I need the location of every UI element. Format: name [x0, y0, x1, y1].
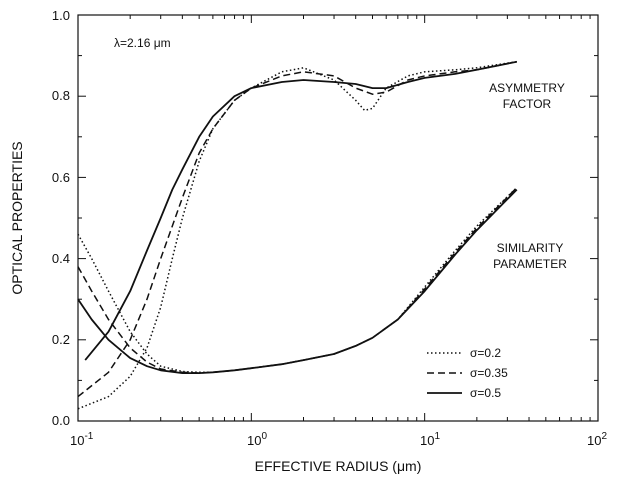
y-tick-label: 0.4	[52, 251, 70, 266]
y-tick-label: 1.0	[52, 8, 70, 23]
x-axis-title: EFFECTIVE RADIUS (μm)	[255, 458, 422, 474]
legend-label: σ=0.35	[470, 366, 508, 380]
x-tick-label: 102	[587, 431, 607, 448]
series-line-similarity-dashed	[77, 187, 518, 374]
asymmetry-label: ASYMMETRY	[489, 81, 565, 95]
x-tick-label: 101	[420, 431, 440, 448]
asymmetry-label: FACTOR	[503, 97, 552, 111]
similarity-label: PARAMETER	[493, 257, 567, 271]
axis-ticks	[77, 14, 599, 422]
y-tick-label: 0.0	[52, 413, 70, 428]
legend-label: σ=0.2	[470, 346, 501, 360]
series-line-similarity-solid	[77, 188, 518, 374]
legend-label: σ=0.5	[470, 386, 501, 400]
y-tick-label: 0.6	[52, 170, 70, 185]
series-line-asymmetry-dotted	[77, 60, 517, 410]
y-tick-label: 0.2	[52, 332, 70, 347]
x-tick-label: 100	[247, 431, 267, 448]
series-line-asymmetry-solid	[84, 60, 517, 361]
y-axis-title: OPTICAL PROPERTIES	[9, 141, 25, 294]
legend: σ=0.2 σ=0.35 σ=0.5	[427, 346, 508, 400]
plot-frame	[77, 14, 599, 422]
series-line-similarity-dotted	[77, 187, 518, 374]
wavelength-annotation: λ=2.16 μm	[114, 36, 171, 50]
x-tick-label: 10-1	[70, 431, 94, 448]
series-line-asymmetry-dashed	[77, 60, 517, 398]
series-layer	[77, 60, 518, 410]
similarity-label: SIMILARITY	[497, 241, 564, 255]
y-tick-label: 0.8	[52, 88, 70, 103]
